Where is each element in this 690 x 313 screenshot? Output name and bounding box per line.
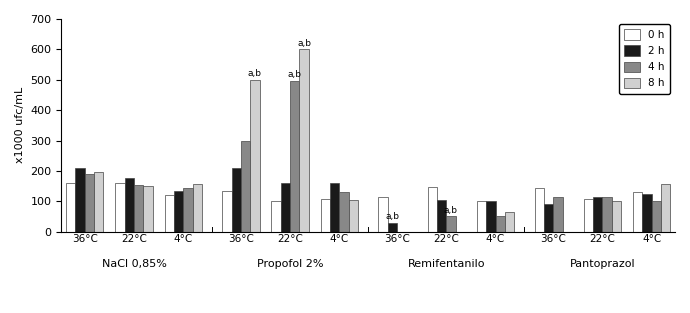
Bar (94, 172, 104, 232)
Bar (602, 197, 612, 232)
Bar (633, 192, 642, 232)
Bar (66, 183, 75, 232)
Bar (290, 81, 299, 232)
Bar (477, 201, 486, 232)
Bar (241, 141, 250, 232)
Bar (250, 80, 259, 232)
Bar (544, 204, 553, 232)
Bar (446, 217, 455, 232)
Bar (642, 194, 651, 232)
Bar (388, 223, 397, 232)
Bar (330, 183, 339, 232)
Bar (144, 186, 152, 232)
Text: NaCl 0,85%: NaCl 0,85% (101, 259, 166, 269)
Bar (593, 197, 602, 232)
Bar (321, 199, 330, 232)
Text: a,b: a,b (248, 69, 262, 78)
Bar (164, 195, 174, 232)
Bar (348, 200, 358, 232)
Bar (486, 201, 495, 232)
Bar (535, 188, 544, 232)
Text: a,b: a,b (297, 38, 311, 48)
Text: Pantoprazol: Pantoprazol (570, 259, 635, 269)
Bar (378, 197, 388, 232)
Bar (75, 168, 85, 232)
Bar (505, 212, 514, 232)
Bar (651, 201, 661, 232)
Bar (299, 49, 309, 232)
Bar (281, 183, 290, 232)
Bar (437, 200, 446, 232)
Bar (661, 184, 670, 232)
Bar (193, 184, 202, 232)
Text: Propofol 2%: Propofol 2% (257, 259, 324, 269)
Bar (222, 191, 232, 232)
Text: a,b: a,b (288, 70, 302, 80)
Bar (612, 201, 621, 232)
Bar (553, 197, 562, 232)
Bar (584, 199, 593, 232)
Bar (428, 187, 437, 232)
Bar (495, 217, 505, 232)
Bar (115, 183, 125, 232)
Bar (183, 187, 193, 232)
Text: Remifentanilo: Remifentanilo (408, 259, 485, 269)
Bar (134, 185, 144, 232)
Bar (339, 192, 348, 232)
Text: a,b: a,b (386, 212, 400, 221)
Text: a,b: a,b (444, 206, 458, 215)
Bar (232, 168, 241, 232)
Bar (85, 174, 94, 232)
Y-axis label: x1000 ufc/mL: x1000 ufc/mL (15, 87, 25, 163)
Bar (271, 201, 281, 232)
Bar (174, 191, 183, 232)
Bar (125, 178, 134, 232)
Legend: 0 h, 2 h, 4 h, 8 h: 0 h, 2 h, 4 h, 8 h (619, 24, 670, 94)
